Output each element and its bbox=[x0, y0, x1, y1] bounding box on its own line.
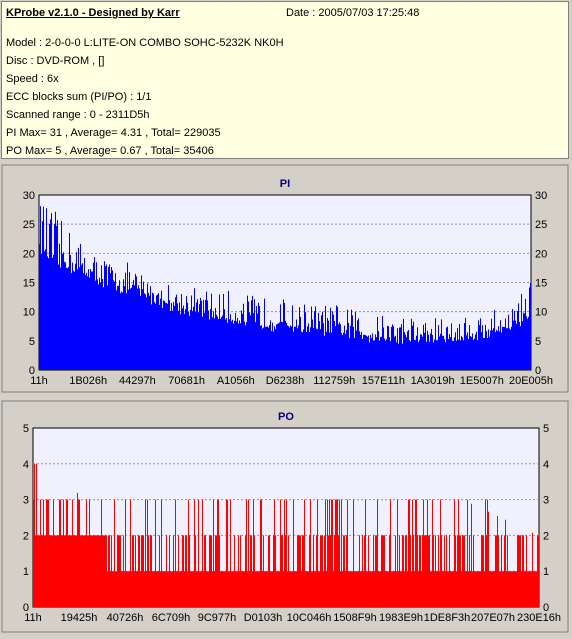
chart-frame bbox=[1, 164, 569, 393]
disc-line: Disc : DVD-ROM , [] bbox=[6, 55, 105, 67]
x-tick-label: 112759h bbox=[313, 375, 355, 387]
pi-summary-line: PI Max= 31 , Average= 4.31 , Total= 2290… bbox=[6, 127, 221, 139]
x-tick-label: D6238h bbox=[266, 375, 305, 387]
y-tick-label-right: 1 bbox=[543, 566, 549, 578]
x-tick-label: 40726h bbox=[107, 612, 144, 624]
y-tick-label-right: 2 bbox=[543, 530, 549, 542]
y-tick-label-left: 0 bbox=[29, 365, 35, 377]
x-tick-label: 10C046h bbox=[287, 612, 332, 624]
y-tick-label-left: 25 bbox=[23, 219, 35, 231]
x-tick-label: 1B026h bbox=[69, 375, 107, 387]
y-tick-label-left: 20 bbox=[23, 248, 35, 260]
y-tick-label-left: 0 bbox=[23, 602, 29, 614]
y-tick-label-left: 2 bbox=[23, 530, 29, 542]
x-tick-label: D0103h bbox=[244, 612, 283, 624]
chart-title: PI bbox=[280, 178, 290, 190]
x-tick-label: 11h bbox=[30, 375, 48, 387]
pi-chart-panel: PI 0 0 5 5 10 10 15 15 20 20 25 25 30 30 11h 1B026h 44297… bbox=[1, 164, 570, 394]
x-tick-label: 1983E9h bbox=[379, 612, 423, 624]
x-tick-label: A1056h bbox=[217, 375, 255, 387]
x-tick-label: 19425h bbox=[61, 612, 98, 624]
x-tick-label: 157E11h bbox=[362, 375, 405, 387]
x-tick-label: 1E5007h bbox=[460, 375, 504, 387]
y-tick-label-right: 3 bbox=[543, 495, 549, 507]
x-tick-label: 9C977h bbox=[198, 612, 237, 624]
chart-frame bbox=[1, 400, 569, 633]
data-spikes bbox=[77, 493, 533, 607]
app-title[interactable]: KProbe v2.1.0 - Designed by Karr bbox=[6, 7, 180, 19]
model-line: Model : 2-0-0-0 L:LITE-ON COMBO SOHC-523… bbox=[6, 37, 284, 49]
po-chart: PO 0 0 1 1 2 2 3 3 4 4 5 5 11h 19425h 40726h 6C709h 9C977… bbox=[1, 400, 569, 633]
info-panel: KProbe v2.1.0 - Designed by Karr Date : … bbox=[1, 1, 569, 159]
y-tick-label-right: 4 bbox=[543, 459, 549, 471]
x-tick-label: 1DE8F3h bbox=[424, 612, 470, 624]
y-tick-label-left: 3 bbox=[23, 495, 29, 507]
x-tick-label: 6C709h bbox=[152, 612, 191, 624]
y-tick-label-right: 30 bbox=[535, 190, 547, 202]
y-tick-label-left: 30 bbox=[23, 190, 35, 202]
x-tick-label: 207E07h bbox=[471, 612, 515, 624]
ecc-line: ECC blocks sum (PI/PO) : 1/1 bbox=[6, 91, 152, 103]
x-tick-label: 1508F9h bbox=[333, 612, 376, 624]
y-tick-label-right: 10 bbox=[535, 307, 547, 319]
y-tick-label-right: 0 bbox=[535, 365, 541, 377]
po-summary-line: PO Max= 5 , Average= 0.67 , Total= 35406 bbox=[6, 145, 214, 157]
y-tick-label-left: 5 bbox=[29, 336, 35, 348]
x-tick-label: 44297h bbox=[119, 375, 156, 387]
y-tick-label-left: 5 bbox=[23, 423, 29, 435]
y-tick-label-right: 15 bbox=[535, 278, 547, 290]
y-tick-label-left: 4 bbox=[23, 459, 29, 471]
x-tick-label: 20E005h bbox=[509, 375, 553, 387]
y-tick-label-right: 20 bbox=[535, 248, 547, 260]
x-tick-label: 230E16h bbox=[517, 612, 561, 624]
range-line: Scanned range : 0 - 2311D5h bbox=[6, 109, 150, 121]
speed-line: Speed : 6x bbox=[6, 73, 59, 85]
y-tick-label-left: 15 bbox=[23, 278, 35, 290]
po-chart-panel: PO 0 0 1 1 2 2 3 3 4 4 5 5 11h 19425h 40726h 6C709h 9C977… bbox=[1, 400, 570, 634]
y-tick-label-right: 25 bbox=[535, 219, 547, 231]
x-tick-label: 11h bbox=[24, 612, 42, 624]
y-tick-label-left: 1 bbox=[23, 566, 29, 578]
x-tick-label: 70681h bbox=[168, 375, 205, 387]
y-tick-label-right: 5 bbox=[535, 336, 541, 348]
x-tick-label: 1A3019h bbox=[411, 375, 455, 387]
scan-date: Date : 2005/07/03 17:25:48 bbox=[286, 7, 420, 19]
y-tick-label-right: 0 bbox=[543, 602, 549, 614]
pi-chart: PI 0 0 5 5 10 10 15 15 20 20 25 25 30 30 11h 1B026h 44297… bbox=[1, 164, 569, 393]
data-bars bbox=[39, 206, 531, 370]
chart-title: PO bbox=[278, 411, 294, 423]
y-tick-label-left: 10 bbox=[23, 307, 35, 319]
y-tick-label-right: 5 bbox=[543, 423, 549, 435]
